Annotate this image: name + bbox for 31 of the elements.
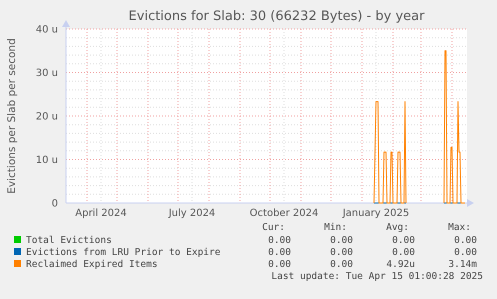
y-tick-label: 40 u — [36, 24, 58, 36]
text: Last update: Tue Apr 15 01:00:28 2025 — [271, 271, 483, 282]
x-tick-label: January 2025 — [342, 208, 410, 219]
text: 0.00 — [330, 247, 354, 258]
text: 0.00 — [392, 235, 416, 246]
text: 0.00 — [268, 235, 292, 246]
text: 0.00 — [454, 247, 478, 258]
text: 0.00 — [330, 235, 354, 246]
text: 0.00 — [268, 259, 292, 270]
y-tick-label: 10 u — [36, 155, 58, 166]
text: 0.00 — [454, 235, 478, 246]
legend-label: Reclaimed Expired Items — [26, 259, 158, 270]
y-axis-title: Evictions per Slab per second — [6, 38, 18, 194]
legend-label: Evictions from LRU Prior to Expire — [26, 247, 221, 258]
text: 0.00 — [330, 259, 354, 270]
legend-label: Total Evictions — [26, 235, 112, 246]
y-tick-label: 20 u — [36, 112, 58, 122]
x-tick-label: October 2024 — [250, 208, 318, 219]
text: 3.14m — [448, 259, 478, 270]
y-tick-label: 30 u — [36, 68, 58, 79]
x-tick-label: July 2024 — [168, 208, 216, 219]
text: 0.00 — [392, 247, 416, 258]
text: Avg: — [386, 222, 409, 233]
text: Max: — [448, 222, 471, 233]
y-tick-label: 0 — [52, 198, 58, 210]
text: Min: — [324, 222, 347, 233]
text: Cur: — [262, 222, 285, 233]
x-tick-label: April 2024 — [75, 208, 127, 219]
text: 0.00 — [268, 247, 292, 258]
text: 4.92u — [386, 259, 415, 270]
chart-title: Evictions for Slab: 30 (66232 Bytes) - by year — [128, 9, 426, 24]
